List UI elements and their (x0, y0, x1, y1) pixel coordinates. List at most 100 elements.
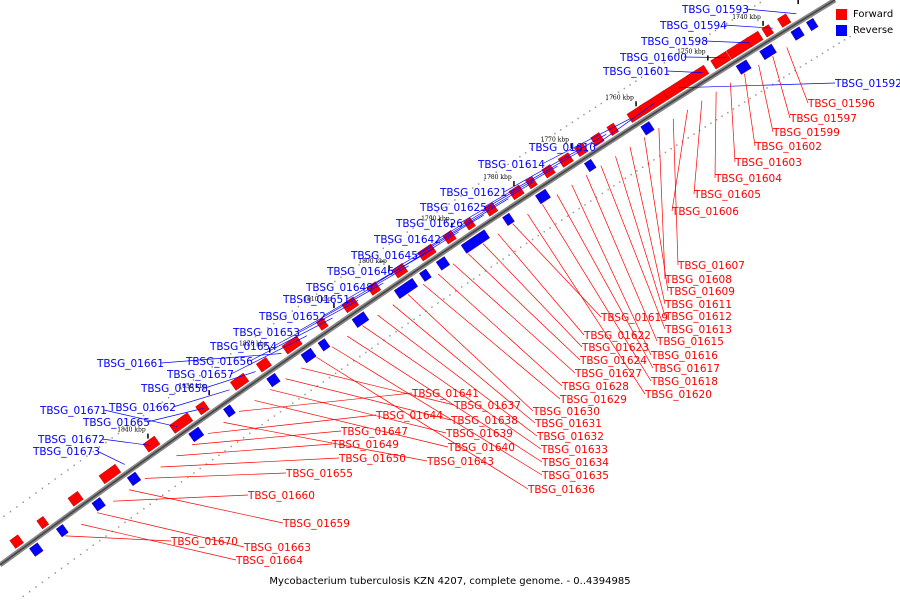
gene-label-forward: TBSG_01664 (235, 555, 303, 567)
legend: Forward Reverse (836, 6, 893, 38)
grid-dot (589, 110, 591, 112)
grid-dot (352, 268, 354, 270)
forward-label: Forward (853, 8, 894, 20)
grid-dot (799, 66, 802, 68)
tick-mark (208, 390, 210, 396)
grid-dot (508, 254, 510, 256)
gene-forward (229, 372, 250, 391)
grid-dot (697, 40, 700, 42)
grid-dot (727, 111, 729, 114)
gene-forward (761, 24, 774, 38)
gene-label-forward-leader (346, 335, 543, 463)
grid-dot (537, 234, 540, 237)
grid-dot (35, 492, 37, 494)
gene-label-forward-leader (482, 243, 583, 348)
gene-label-reverse-leader (103, 409, 178, 428)
gene-label-reverse: TBSG_01610 (528, 142, 596, 154)
grid-dot (168, 490, 170, 492)
grid-dot (180, 388, 182, 390)
gene-label-forward-leader (658, 128, 666, 280)
gene-reverse (583, 158, 597, 173)
gene-reverse (91, 497, 106, 512)
grid-dot (843, 39, 846, 41)
gene-label-reverse: TBSG_01592 (834, 78, 900, 90)
tick-mark (762, 20, 764, 26)
gene-label-forward-leader (176, 443, 333, 457)
gene-label-forward: TBSG_01618 (650, 376, 718, 388)
grid-dot (370, 255, 372, 258)
grid-dot (211, 366, 213, 368)
grid-dot (542, 140, 544, 143)
grid-dot (67, 563, 69, 565)
gene-label-reverse-leader (101, 438, 152, 446)
grid-dot (490, 266, 493, 268)
grid-dot (555, 223, 557, 225)
grid-dot (149, 410, 151, 412)
grid-dot (117, 432, 120, 435)
grid-dot (364, 260, 366, 262)
grid-dot (73, 464, 75, 467)
grid-dot (549, 227, 551, 229)
grid-dot (255, 428, 257, 430)
grid-dot (217, 361, 220, 364)
grid-dot (389, 335, 391, 337)
grid-dot (766, 87, 768, 89)
grid-dot (365, 351, 367, 354)
gene-label-reverse: TBSG_01657 (166, 369, 234, 381)
grid-dot (297, 305, 300, 308)
gene-label-forward: TBSG_01637 (453, 400, 521, 412)
gene-label-forward: TBSG_01611 (664, 299, 732, 311)
gene-label-reverse: TBSG_01673 (32, 446, 100, 458)
grid-dot (613, 185, 615, 187)
gene-label-reverse: TBSG_01594 (659, 20, 727, 32)
grid-dot (60, 473, 63, 476)
gene-label-forward-leader (392, 304, 536, 424)
grid-dot (3, 515, 5, 517)
gene-label-forward-leader (300, 367, 455, 406)
grid-dot (692, 44, 694, 46)
grid-dot (693, 133, 695, 135)
grid-dot (334, 280, 336, 283)
gene-label-reverse-leader (273, 300, 359, 347)
grid-dot (720, 26, 722, 28)
gene-label-forward: TBSG_01619 (600, 312, 668, 324)
gene-label-reverse: TBSG_01646 (326, 266, 394, 278)
gene-label-forward: TBSG_01629 (559, 394, 627, 406)
grid-dot (48, 576, 50, 579)
grid-dot (838, 42, 840, 44)
gene-label-forward: TBSG_01628 (561, 381, 629, 393)
gene-label-forward-leader (671, 109, 688, 212)
grid-dot (854, 32, 857, 34)
grid-dot (130, 517, 132, 519)
grid-dot (721, 115, 723, 117)
tick-mark (513, 181, 515, 187)
gene-label-reverse-leader (592, 102, 655, 148)
gene-label-reverse-leader (322, 265, 409, 317)
grid-dot (577, 117, 579, 120)
gene-label-reverse: TBSG_01625 (419, 202, 487, 214)
gene-label-forward-leader (556, 194, 654, 369)
grid-dot (501, 167, 503, 170)
grid-dot (703, 36, 705, 39)
gene-label-forward: TBSG_01623 (581, 342, 649, 354)
tick-mark (635, 101, 637, 107)
gene-label-forward-leader (452, 263, 576, 374)
grid-dot (732, 108, 735, 110)
grid-dot (640, 76, 643, 79)
gene-label-forward: TBSG_01607 (677, 260, 745, 272)
grid-dot (236, 348, 238, 351)
gene-label-forward-leader (527, 213, 646, 395)
gene-label-reverse-leader (160, 353, 282, 364)
grid-dot (646, 73, 648, 75)
gene-reverse (419, 268, 432, 282)
tick-label: 1790 kbp (421, 216, 450, 223)
tick-label: 1780 kbp (483, 174, 512, 181)
grid-dot (607, 188, 609, 191)
gene-label-forward-leader (437, 273, 563, 387)
grid-dot (130, 423, 132, 426)
gene-forward (255, 356, 272, 373)
grid-dot (572, 211, 575, 214)
legend-reverse: Reverse (836, 22, 893, 38)
gene-label-forward-leader (223, 422, 428, 462)
